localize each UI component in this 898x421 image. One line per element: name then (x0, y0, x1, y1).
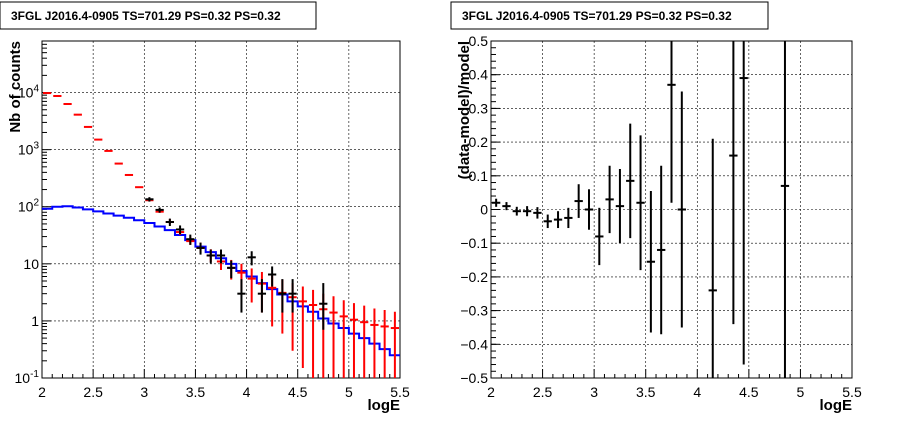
right-x-tick-label: 5 (797, 384, 805, 400)
left-y-tick-label: 102 (18, 198, 40, 215)
left-y-tick-exponent: 2 (33, 198, 39, 209)
right-y-tick-label: 0.1 (469, 168, 489, 184)
left-y-tick-base: 10 (18, 199, 34, 215)
left-y-tick-base: 10 (18, 85, 34, 101)
left-y-tick-exponent: 4 (33, 84, 39, 95)
left-y-tick-label: 104 (18, 84, 40, 101)
left-x-tick-label: 2 (38, 384, 46, 400)
right-y-tick-label: −0.3 (460, 303, 488, 319)
right-x-ticks: 2 2.5 3 3.5 4 4.5 5 5.5 (487, 369, 862, 400)
left-title-box (0, 1, 317, 30)
right-x-tick-label: 2.5 (533, 384, 553, 400)
left-y-axis-label: Nb of counts (7, 41, 24, 133)
right-y-tick-label: 0.5 (469, 33, 489, 49)
right-y-tick-label: −0.2 (460, 269, 488, 285)
right-x-tick-label: 5.5 (842, 384, 862, 400)
right-panel: 3FGL J2016.4-0905 TS=701.29 PS=0.32 PS=0… (450, 1, 862, 414)
left-series (42, 92, 400, 378)
left-x-tick-label: 3 (140, 384, 148, 400)
left-x-tick-label: 4.5 (288, 384, 308, 400)
right-y-tick-label: −0.1 (460, 235, 488, 251)
left-plot-frame (41, 40, 401, 379)
left-x-tick-label: 2.5 (83, 384, 103, 400)
right-x-tick-label: 2 (487, 384, 495, 400)
right-x-axis-label: logE (820, 397, 853, 414)
right-y-tick-label: −0.4 (460, 336, 488, 352)
left-y-tick-label: 1 (31, 313, 39, 329)
right-grid (491, 41, 852, 378)
left-grid (42, 41, 400, 378)
right-y-tick-label: 0.2 (469, 134, 489, 150)
left-y-tick-label: 10 (23, 256, 39, 272)
left-y-tick-exponent: -1 (30, 369, 39, 380)
left-x-tick-label: 3.5 (186, 384, 206, 400)
left-y-tick-label: 103 (18, 141, 40, 158)
right-title-box (450, 1, 769, 30)
left-x-tick-label: 5.5 (390, 384, 410, 400)
left-x-ticks: 2 2.5 3 3.5 4 4.5 5 5.5 (38, 369, 410, 400)
right-x-tick-label: 3 (590, 384, 598, 400)
right-y-tick-label: 0.3 (469, 100, 489, 116)
left-panel: 3FGL J2016.4-0905 TS=701.29 PS=0.32 PS=0… (0, 1, 410, 414)
left-x-tick-label: 4 (243, 384, 251, 400)
left-x-axis-label: logE (368, 397, 401, 414)
left-x-tick-label: 5 (345, 384, 353, 400)
right-y-axis-label: (data-model)/model (456, 41, 473, 179)
left-chart-title: 3FGL J2016.4-0905 TS=701.29 PS=0.32 PS=0… (11, 9, 281, 23)
right-y-tick-label: 0.4 (469, 67, 489, 83)
right-chart-title: 3FGL J2016.4-0905 TS=701.29 PS=0.32 PS=0… (462, 9, 732, 23)
right-y-tick-label: 0 (480, 202, 488, 218)
right-series (492, 41, 790, 378)
left-y-tick-base: 10 (18, 142, 34, 158)
right-x-tick-label: 4 (693, 384, 701, 400)
left-y-tick-exponent: 3 (33, 141, 39, 152)
right-y-tick-label: −0.5 (460, 370, 488, 386)
right-x-tick-label: 3.5 (636, 384, 656, 400)
right-x-tick-label: 4.5 (739, 384, 759, 400)
left-y-tick-label: 10-1 (15, 369, 40, 386)
right-y-ticks: −0.5 −0.4 −0.3 −0.2 −0.1 0 0.1 0.2 0.3 0.4 0.5 (460, 33, 500, 386)
